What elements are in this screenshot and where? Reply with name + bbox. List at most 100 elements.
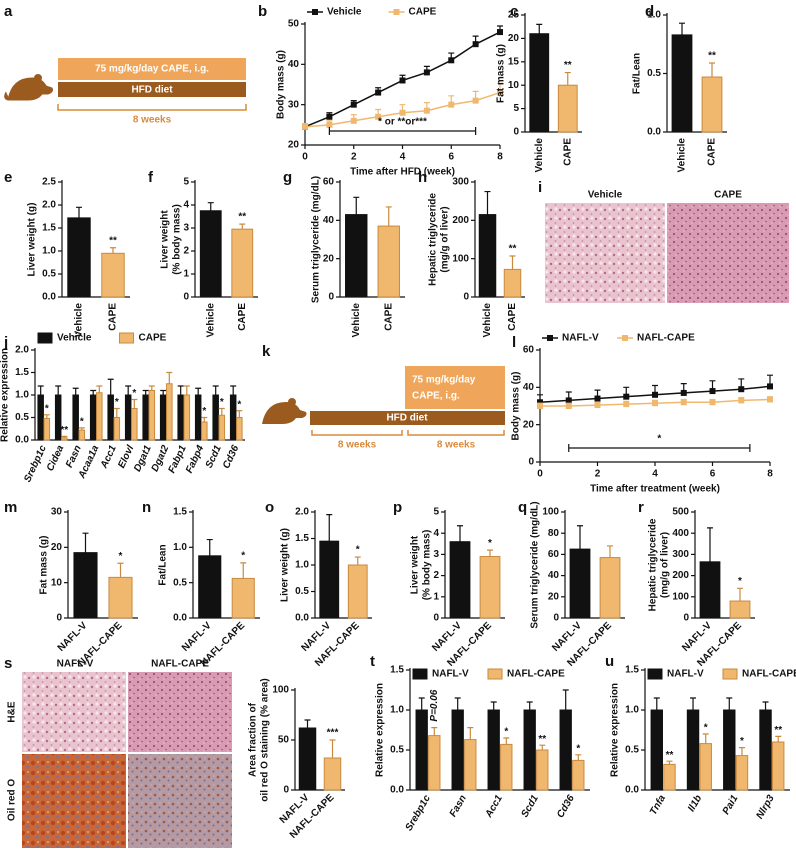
y-tick-label: 40	[523, 382, 535, 393]
bar	[503, 268, 522, 298]
x-axis-label: Time after HFD (week)	[350, 167, 455, 178]
y-tick-label: 4	[433, 528, 439, 539]
bar	[500, 743, 513, 791]
x-tick-label: 4	[652, 469, 658, 480]
error-bar	[562, 689, 569, 710]
x-tick-label: Cidea	[45, 443, 67, 473]
error-bar	[353, 196, 360, 215]
legend-swatch	[119, 332, 134, 344]
x-tick-label: Nlrp3	[754, 793, 777, 821]
bar	[148, 390, 156, 441]
panel-letter: s	[4, 655, 12, 672]
x-tick-label: CAPE	[383, 303, 394, 331]
legend-marker	[312, 9, 318, 15]
error-bar	[503, 737, 510, 745]
micrograph	[667, 203, 789, 303]
y-tick-label: 40	[323, 215, 335, 226]
y-tick-label: 1.0	[42, 246, 56, 257]
point	[350, 101, 357, 108]
y-axis-label: Area fraction of	[248, 702, 259, 777]
error-bar	[230, 385, 237, 395]
bar	[298, 727, 317, 791]
panel-letter: h	[418, 169, 427, 186]
panel-letter: n	[142, 499, 151, 516]
y-tick-label: 20	[323, 253, 335, 264]
point	[652, 400, 658, 407]
error-bar	[707, 527, 713, 562]
column-label: NAFL-V	[57, 659, 94, 670]
x-tick-label: 0	[537, 469, 543, 480]
bar	[479, 556, 501, 619]
y-tick-label: 30	[51, 507, 63, 518]
point	[738, 397, 745, 404]
y-tick-label: 2.0	[42, 200, 56, 211]
y-tick-label: 2.0	[15, 345, 29, 356]
x-tick-label: Acc1	[98, 443, 119, 471]
legend-marker	[622, 335, 628, 341]
bar	[96, 392, 103, 441]
error-bar	[329, 739, 336, 758]
significance: *	[45, 403, 49, 414]
legend-label: NAFL-CAPE	[507, 669, 565, 680]
legend-label: NAFL-CAPE	[742, 669, 796, 680]
micrograph	[128, 672, 232, 752]
legend-swatch	[37, 332, 53, 344]
y-tick-label: 0.0	[647, 127, 661, 138]
significance: **	[109, 235, 117, 246]
y-tick-label: 2	[433, 570, 439, 581]
y-tick-label: 5	[183, 177, 189, 188]
bar	[663, 763, 676, 791]
bar	[536, 749, 549, 791]
panel-letter: g	[283, 169, 292, 186]
x-tick-label: Srebp1c	[22, 443, 49, 484]
y-axis-label: Fat mass (g)	[496, 44, 507, 103]
bar	[89, 394, 97, 441]
error-bar	[117, 562, 124, 578]
bar	[183, 394, 191, 441]
point	[350, 117, 357, 124]
error-bar	[72, 387, 79, 395]
point	[565, 397, 572, 404]
y-tick-label: 0.5	[173, 577, 187, 588]
bar	[101, 252, 125, 298]
bar	[72, 394, 79, 441]
y-tick-label: 0.0	[390, 785, 404, 796]
y-tick-label: 200	[452, 215, 469, 226]
error-bar	[96, 385, 103, 393]
x-tick-label: 8	[767, 469, 773, 480]
panel-letter: a	[4, 3, 13, 20]
significance: **	[708, 51, 716, 62]
point	[399, 109, 406, 116]
x-tick-label: Il1b	[686, 793, 704, 813]
bar	[198, 555, 222, 619]
micrographs-i: i Vehicle CAPE	[538, 179, 789, 303]
duration-label: 8 weeks	[338, 440, 377, 451]
bar	[650, 709, 663, 791]
mouse-ear	[34, 74, 42, 82]
significance: *	[237, 399, 241, 410]
error-bar	[206, 538, 213, 556]
micrograph	[22, 672, 126, 752]
error-bar	[183, 385, 190, 395]
point	[375, 89, 382, 96]
x-tick-label: CAPE	[562, 138, 573, 166]
significance: **	[564, 60, 572, 71]
significance-bracket	[568, 444, 751, 452]
significance: *	[202, 406, 206, 417]
error-bar	[177, 385, 184, 395]
x-tick-label: NAFL-V	[180, 620, 214, 654]
significance: *	[504, 727, 508, 738]
bar	[236, 417, 243, 441]
error-bar	[690, 697, 697, 710]
bar	[415, 709, 428, 791]
error-bar	[607, 545, 613, 558]
panel-letter: b	[258, 3, 267, 20]
panel-letter: e	[4, 169, 12, 186]
column-label: CAPE	[714, 190, 742, 201]
y-tick-label: 0.5	[295, 586, 309, 597]
y-tick-label: 2.5	[42, 177, 56, 188]
bar	[142, 394, 149, 441]
error-bar	[326, 514, 333, 542]
y-tick-label: 1.5	[390, 665, 404, 676]
y-tick-label: 20	[288, 140, 300, 151]
